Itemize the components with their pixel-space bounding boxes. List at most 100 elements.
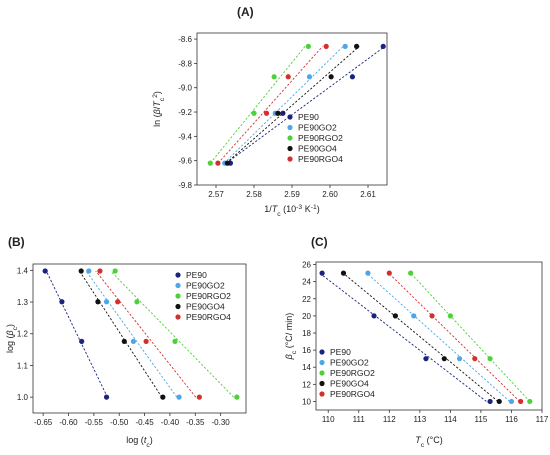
- legend-label: PE90GO4: [298, 144, 337, 154]
- plot-frame: [315, 261, 543, 411]
- x-tick-label: 113: [413, 415, 426, 424]
- fit-line: [410, 272, 531, 402]
- legend-label: PE90RGO2: [298, 133, 343, 143]
- series-pe90rgo4: [95, 268, 202, 400]
- x-tick-label: 117: [536, 415, 549, 424]
- data-point: [487, 398, 493, 405]
- fit-line: [226, 46, 386, 164]
- y-tick-label: 1.1: [17, 361, 29, 370]
- data-point: [215, 160, 221, 166]
- x-tick-label: 115: [475, 415, 488, 424]
- y-tick-label: -9.8: [178, 181, 192, 190]
- legend-marker: [175, 282, 181, 289]
- data-point: [349, 74, 356, 80]
- x-tick-label: -0.45: [135, 418, 154, 427]
- x-tick-label: 2.57: [208, 190, 224, 199]
- y-tick-label: 1.2: [17, 330, 29, 339]
- legend-label: PE90GO4: [186, 302, 225, 312]
- fit-line: [388, 272, 521, 402]
- chart-panel-a: (A) 2.57 2.58 2.59 2.60 2.61 -9.8 -9.6 -9.4 -9.2 -…: [152, 5, 388, 218]
- data-point: [441, 356, 447, 362]
- data-point: [97, 268, 103, 274]
- legend-marker: [175, 293, 181, 299]
- data-point: [103, 394, 110, 400]
- data-point: [508, 398, 515, 405]
- legend-label: PE90: [330, 347, 351, 357]
- x-tick-label: 2.61: [360, 190, 376, 199]
- series-pe90go4: [78, 268, 166, 400]
- data-point: [130, 338, 137, 344]
- data-point: [527, 398, 533, 405]
- x-tick-label: 2.58: [246, 190, 262, 199]
- legend-marker: [319, 359, 325, 366]
- legend-label: PE90RGO4: [186, 312, 231, 322]
- series-pe90go4: [340, 270, 502, 405]
- fit-line: [110, 270, 234, 398]
- legend-marker: [175, 272, 181, 278]
- data-point: [365, 270, 371, 276]
- legend-label: PE90RGO2: [186, 291, 231, 301]
- legend-marker: [319, 391, 325, 397]
- legend-label: PE90: [186, 270, 207, 280]
- data-point: [392, 313, 399, 319]
- legend-marker: [287, 145, 293, 152]
- x-axis-title: log (tc): [126, 435, 152, 449]
- y-tick-label: -9.0: [178, 84, 192, 93]
- data-point: [112, 268, 118, 274]
- x-tick-label: -0.55: [85, 418, 104, 427]
- data-point: [143, 338, 149, 344]
- data-point: [115, 299, 121, 305]
- data-point: [59, 299, 65, 305]
- data-point: [172, 338, 178, 344]
- data-point: [271, 74, 277, 80]
- fit-line: [79, 270, 163, 398]
- series-pe90: [42, 268, 110, 400]
- data-point: [323, 43, 329, 49]
- chart-panel-c: (C) 110 111 112 113 114 115 116 117 10 12 14 16 18 20 2…: [284, 235, 549, 449]
- y-tick-label: -8.6: [178, 35, 192, 44]
- y-tick-label: 18: [302, 329, 311, 338]
- legend-label: PE90GO2: [186, 281, 225, 291]
- fit-line: [319, 272, 487, 402]
- data-point: [518, 398, 524, 405]
- fit-line: [45, 270, 108, 398]
- data-point: [160, 394, 166, 400]
- data-point: [79, 338, 85, 344]
- x-tick-label: -0.60: [59, 418, 78, 427]
- data-point: [447, 313, 453, 319]
- x-tick-label: 2.60: [322, 190, 338, 199]
- data-point: [134, 299, 140, 305]
- legend-marker: [287, 135, 293, 141]
- data-point: [42, 268, 48, 274]
- chart-panel-b: (B) -0.65 -0.60 -0.55 -0.50 -0.45 -0.40 -0.35 -0…: [5, 235, 247, 449]
- legend-marker: [175, 314, 181, 320]
- x-tick-label: 111: [353, 415, 366, 424]
- legend-label: PE90GO2: [330, 358, 369, 368]
- legend-label: PE90: [298, 112, 319, 122]
- panel-label: (A): [237, 5, 254, 19]
- x-tick-label: 116: [505, 415, 518, 424]
- series-pe90: [319, 270, 493, 405]
- fit-line: [366, 272, 510, 402]
- data-point: [487, 356, 493, 362]
- legend-label: PE90RGO4: [330, 389, 375, 399]
- data-point: [224, 160, 230, 166]
- x-tick-label: -0.65: [34, 418, 53, 427]
- data-point: [386, 270, 392, 276]
- x-tick-label: 2.59: [284, 190, 300, 199]
- y-tick-label: 24: [302, 278, 311, 287]
- legend-marker: [287, 156, 293, 162]
- fit-line: [210, 46, 306, 164]
- y-tick-label: 1.4: [17, 266, 29, 275]
- y-tick-label: 1.0: [17, 393, 29, 402]
- data-point: [176, 394, 182, 400]
- x-tick-label: -0.40: [161, 418, 180, 427]
- data-point: [328, 74, 334, 80]
- legend-marker: [319, 380, 325, 387]
- y-tick-label: -9.2: [178, 108, 192, 117]
- series-pe90go2: [365, 270, 515, 405]
- data-point: [496, 398, 502, 405]
- data-point: [103, 299, 110, 305]
- x-tick-label: -0.30: [212, 418, 231, 427]
